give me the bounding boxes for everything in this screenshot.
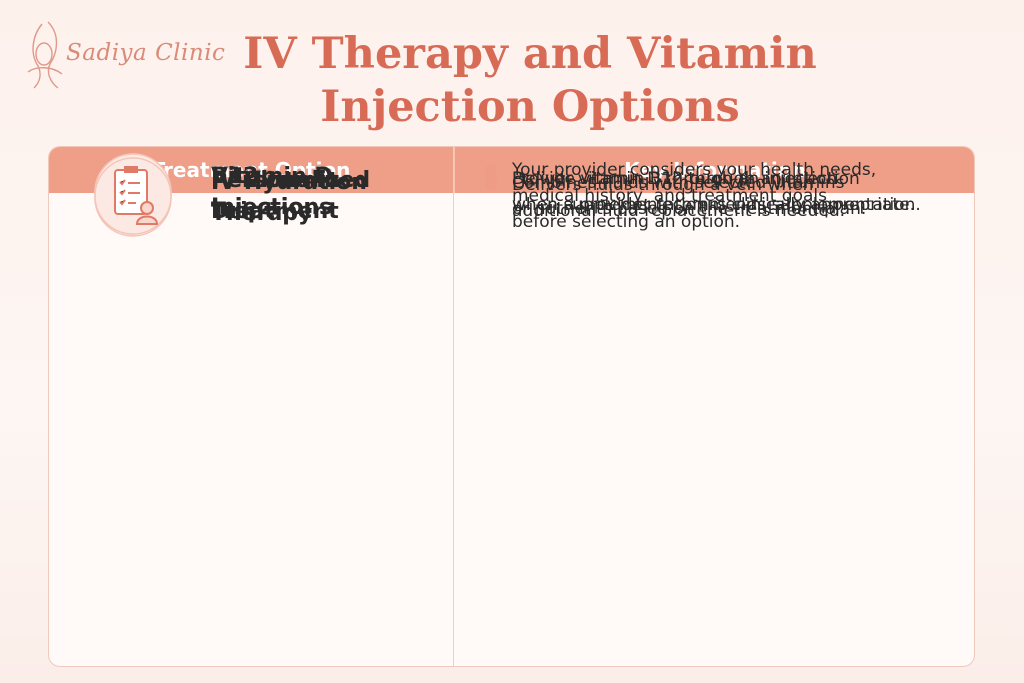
info-line: additional fluid replacement is needed. (512, 200, 846, 221)
info-line: Combines fluids with selected vitamins (512, 172, 845, 193)
table-row: B12B12 Injections Provide vitamin B12 thro… (49, 147, 974, 666)
info-line: before selecting an option. (512, 211, 741, 232)
key-info: Deliver vitamin D through an injection wh… (512, 166, 921, 218)
key-info: Delivers fluids through a vein when addit… (512, 172, 845, 224)
name-line: Personalized (211, 167, 371, 193)
name-line: Therapy (211, 200, 313, 226)
name-line: Vitamin D (211, 164, 333, 189)
treatment-name: IV Hydration Therapy (211, 167, 367, 229)
name-line: Treatment (211, 198, 339, 224)
logo-text: Sadiya Clinic (66, 40, 226, 66)
column-header: Key Information (454, 147, 974, 193)
info-line: when supplementation is clinically appro… (512, 195, 915, 215)
key-info: Your provider considers your health need… (512, 157, 876, 235)
key-info: Provide vitamin B12 through an injection… (512, 166, 915, 218)
treatment-name: Vitamin D Injections (211, 161, 333, 223)
name-line: IV Vitamin (211, 167, 340, 193)
page-title: IV Therapy and Vitamin Injection Options (230, 28, 830, 134)
table-row: Personalized Treatment Your provider consi… (49, 147, 974, 666)
info-line: Delivers fluids through a vein when (512, 174, 814, 195)
treatment-name: IV Vitamin Drip (211, 165, 340, 227)
treatment-name: B12 Injections (211, 161, 332, 223)
column-divider (453, 147, 454, 666)
title-line: Injection Options (320, 82, 740, 132)
info-line: medical history, and treatment goals (512, 185, 827, 206)
info-line: or nutrients based on the treatment plan… (512, 198, 867, 219)
info-line: Provide vitamin B12 through an injection (512, 169, 860, 189)
treatment-name: Personalized Treatment (211, 165, 370, 227)
name-line: Injections (211, 195, 333, 220)
table-row: IV Vitamin Drip Combines fluids with selec… (49, 147, 974, 666)
key-info: Combines fluids with selected vitamins or… (512, 170, 866, 222)
name-line: Injections (211, 195, 333, 220)
info-line: Your provider considers your health need… (512, 159, 877, 180)
row-icon (94, 156, 172, 235)
name-line: IV Hydration (211, 169, 367, 195)
title-line: IV Therapy and Vitamin (243, 29, 817, 79)
info-line: Deliver vitamin D through an injection (512, 169, 838, 189)
info-line: when a provider recommends supplementati… (512, 195, 921, 215)
bullet (485, 173, 497, 185)
name-line: B12 (211, 164, 259, 189)
logo-mark (27, 21, 63, 89)
table: Treatment Option Key Information IV Hydr… (48, 146, 975, 667)
bullet (485, 163, 497, 176)
name-line: Drip (211, 198, 264, 224)
